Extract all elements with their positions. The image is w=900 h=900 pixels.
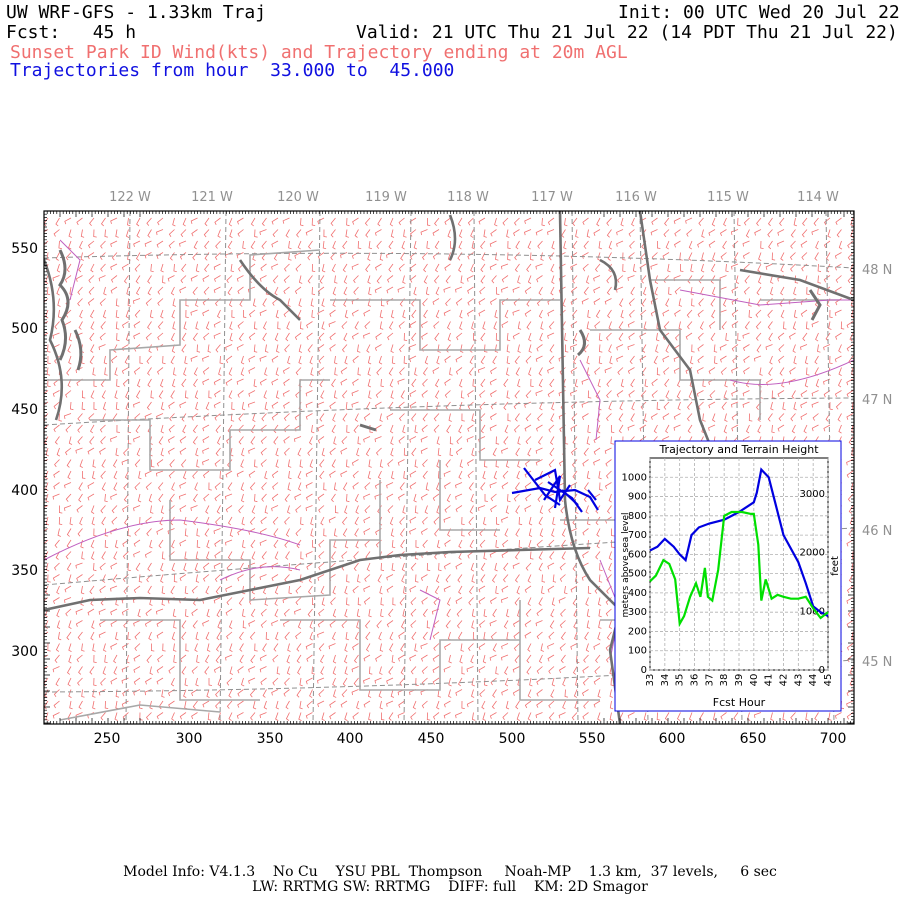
- y-tick-label: 550: [11, 241, 38, 257]
- longitude-label: 114 W: [797, 190, 839, 205]
- valid-time: Valid: 21 UTC Thu 21 Jul 22 (14 PDT Thu …: [356, 22, 898, 43]
- inset-y-tick-label: 1000: [622, 472, 647, 483]
- inset-y-tick-label: 500: [628, 569, 647, 580]
- inset-x-tick-label: 44: [808, 674, 819, 687]
- longitude-label: 119 W: [365, 190, 407, 205]
- model-info: Model Info: V4.1.3 No Cu YSU PBL Thompso…: [123, 864, 777, 880]
- inset-grid: [649, 458, 829, 671]
- longitude-label: 118 W: [447, 190, 489, 205]
- inset-feet-tick-label: 2000: [800, 548, 825, 559]
- plot-description: Sunset Park ID Wind(kts) and Trajectory …: [10, 42, 628, 63]
- latitude-labels: 48 N 47 N 46 N 45 N: [862, 263, 892, 670]
- init-time: Init: 00 UTC Wed 20 Jul 22: [618, 2, 900, 23]
- longitude-label: 121 W: [191, 190, 233, 205]
- y-axis-labels: 550 500 450 400 350 300: [11, 241, 38, 660]
- wind-barbs-layer: [44, 217, 854, 721]
- x-tick-label: 600: [659, 731, 686, 747]
- inset-x-ticks: 33 34 35 36 37 38 39 40 41 42 43 44 45: [645, 674, 834, 687]
- trajectory-hours-to-word: to: [345, 60, 368, 81]
- inset-title: Trajectory and Terrain Height: [658, 443, 819, 456]
- trajectory-height-line: [649, 467, 829, 617]
- inset-x-tick-label: 43: [793, 674, 804, 687]
- inset-y-tick-label: 100: [628, 646, 647, 657]
- inset-feet-tick-label: 1000: [800, 606, 825, 617]
- longitude-labels: 122 W 121 W 120 W 119 W 118 W 117 W 116 W 115 W…: [109, 190, 839, 205]
- x-tick-label: 400: [337, 731, 364, 747]
- y-tick-label: 350: [11, 563, 38, 579]
- inset-x-tick-label: 42: [779, 674, 790, 687]
- x-tick-label: 500: [499, 731, 526, 747]
- model-physics: LW: RRTMG SW: RRTMG DIFF: full KM: 2D Sm…: [252, 879, 648, 895]
- longitude-label: 116 W: [615, 190, 657, 205]
- inset-x-tick-label: 38: [719, 674, 730, 687]
- inset-y-tick-label: 700: [628, 530, 647, 541]
- inset-x-tick-label: 35: [675, 674, 686, 687]
- state-borders: [44, 211, 854, 724]
- longitude-label: 120 W: [277, 190, 319, 205]
- inset-chart: Trajectory and Terrain Height 1000900800…: [614, 440, 842, 712]
- coastline-fragments: [58, 249, 822, 432]
- inset-x-tick-label: 40: [749, 674, 760, 687]
- x-tick-label: 700: [820, 731, 847, 747]
- map-frame: [43, 210, 855, 725]
- inset-y2-label: feet: [830, 556, 841, 576]
- x-tick-label: 350: [257, 731, 284, 747]
- trajectory-hours-prefix: Trajectories from hour: [10, 60, 249, 81]
- map-frame-ticks: [43, 210, 854, 724]
- county-borders: [44, 249, 840, 721]
- inset-x-label: Fcst Hour: [713, 696, 766, 709]
- inset-x-tick-label: 39: [734, 674, 745, 687]
- frame-tick-marks: [43, 210, 854, 724]
- inset-x-tick-label: 37: [704, 674, 715, 687]
- x-tick-label: 450: [418, 731, 445, 747]
- forecast-hour: Fcst: 45 h: [6, 22, 137, 43]
- trajectory-hours-from: 33.000: [270, 60, 336, 81]
- x-tick-label: 550: [579, 731, 606, 747]
- y-tick-label: 500: [11, 321, 38, 337]
- water-features: [44, 239, 854, 661]
- inset-y-tick-label: 300: [628, 607, 647, 618]
- wind-barbs: [44, 217, 854, 721]
- inset-y-tick-label: 900: [628, 492, 647, 503]
- trajectory-hours: Trajectories from hour 33.000 to 45.000: [10, 62, 454, 80]
- inset-feet-ticks: 3000 2000 1000 0: [800, 489, 825, 676]
- x-tick-label: 650: [740, 731, 767, 747]
- latitude-label: 48 N: [862, 263, 892, 278]
- terrain-height-line: [649, 510, 829, 628]
- inset-x-tick-label: 34: [660, 674, 671, 687]
- latitude-label: 47 N: [862, 393, 892, 408]
- longitude-label: 122 W: [109, 190, 151, 205]
- inset-feet-tick-label: 3000: [800, 489, 825, 500]
- x-axis-labels: 250 300 350 400 450 500 550 600 650 700: [94, 731, 847, 747]
- y-tick-label: 300: [11, 644, 38, 660]
- map-trajectory: [511, 467, 599, 513]
- inset-y-label: meters above sea level: [621, 512, 631, 617]
- title-model: UW WRF-GFS - 1.33km Traj: [6, 2, 267, 23]
- x-tick-label: 300: [176, 731, 203, 747]
- inset-y-tick-label: 600: [628, 549, 647, 560]
- longitude-label: 115 W: [707, 190, 749, 205]
- y-tick-label: 450: [11, 402, 38, 418]
- x-tick-label: 250: [94, 731, 121, 747]
- trajectory-hours-to: 45.000: [389, 60, 455, 81]
- inset-y-tick-label: 800: [628, 511, 647, 522]
- inset-feet-tick-label: 0: [819, 665, 825, 676]
- longitude-label: 117 W: [531, 190, 573, 205]
- inset-y-tick-label: 200: [628, 626, 647, 637]
- inset-x-tick-label: 33: [645, 674, 656, 687]
- y-tick-label: 400: [11, 483, 38, 499]
- inset-x-tick-label: 45: [823, 674, 834, 687]
- inset-y-tick-label: 400: [628, 588, 647, 599]
- inset-series: [649, 467, 829, 628]
- inset-x-tick-label: 36: [690, 674, 701, 687]
- latitude-label: 46 N: [862, 524, 892, 539]
- latitude-label: 45 N: [862, 655, 892, 670]
- inset-x-tick-label: 41: [764, 674, 775, 687]
- inset-y-tick-label: 0: [641, 665, 647, 676]
